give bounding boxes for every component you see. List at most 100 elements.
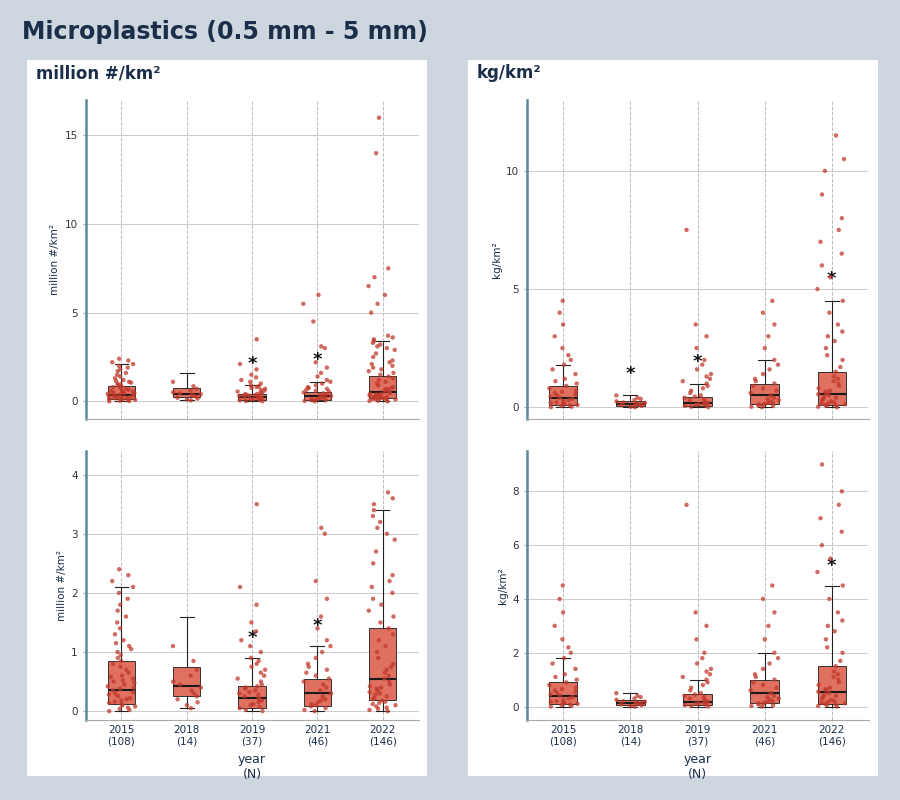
Point bbox=[126, 358, 140, 370]
Point bbox=[374, 598, 389, 611]
Point bbox=[366, 593, 381, 606]
Point bbox=[248, 684, 263, 697]
Point bbox=[318, 342, 332, 354]
Point bbox=[683, 692, 698, 705]
Point bbox=[556, 694, 571, 706]
Point bbox=[818, 431, 832, 444]
Point bbox=[232, 687, 247, 700]
Point bbox=[810, 566, 824, 578]
Point bbox=[363, 394, 377, 407]
Point bbox=[126, 390, 140, 402]
Point bbox=[102, 390, 116, 402]
Point bbox=[102, 688, 116, 701]
Point bbox=[251, 390, 266, 402]
Point bbox=[767, 391, 781, 404]
Point bbox=[831, 318, 845, 331]
Point bbox=[255, 694, 269, 707]
Point bbox=[382, 370, 396, 383]
Point bbox=[184, 702, 198, 714]
Point bbox=[234, 634, 248, 646]
Point bbox=[370, 646, 384, 658]
Point bbox=[119, 382, 133, 395]
Point bbox=[544, 695, 558, 708]
Point bbox=[683, 386, 698, 399]
Point bbox=[121, 593, 135, 606]
Point bbox=[238, 681, 253, 694]
Point bbox=[111, 651, 125, 664]
Point bbox=[568, 388, 582, 401]
Point bbox=[113, 363, 128, 376]
Point bbox=[697, 690, 711, 703]
Point bbox=[829, 399, 843, 412]
Point bbox=[832, 377, 846, 390]
Point bbox=[106, 675, 121, 688]
Point bbox=[824, 552, 838, 565]
Point bbox=[569, 682, 583, 694]
Point bbox=[373, 687, 387, 700]
Point bbox=[553, 306, 567, 319]
Point bbox=[369, 700, 383, 713]
Point bbox=[838, 398, 852, 410]
Point bbox=[699, 377, 714, 390]
PathPatch shape bbox=[369, 377, 396, 398]
Text: Microplastics (0.5 mm - 5 mm): Microplastics (0.5 mm - 5 mm) bbox=[22, 20, 428, 44]
Point bbox=[364, 306, 378, 319]
Point bbox=[314, 392, 328, 405]
Point bbox=[756, 593, 770, 606]
Point bbox=[704, 368, 718, 381]
Point bbox=[688, 390, 702, 403]
Point bbox=[254, 666, 268, 679]
Point bbox=[689, 342, 704, 354]
Point bbox=[106, 684, 121, 697]
PathPatch shape bbox=[683, 397, 712, 406]
Point bbox=[301, 381, 315, 394]
Point bbox=[761, 330, 776, 342]
Point bbox=[678, 699, 692, 712]
Point bbox=[829, 390, 843, 403]
Point bbox=[688, 318, 703, 331]
Point bbox=[388, 534, 402, 546]
Point bbox=[122, 354, 136, 367]
Point bbox=[544, 390, 558, 403]
Point bbox=[821, 397, 835, 410]
Point bbox=[549, 396, 563, 409]
Point bbox=[698, 395, 712, 408]
Point bbox=[835, 579, 850, 592]
Point bbox=[553, 593, 567, 606]
Point bbox=[251, 380, 266, 393]
Point bbox=[372, 634, 386, 646]
Point bbox=[688, 688, 702, 701]
Point bbox=[756, 368, 770, 381]
Point bbox=[819, 684, 833, 697]
Point bbox=[683, 684, 698, 697]
Point bbox=[818, 398, 832, 411]
Point bbox=[544, 401, 558, 414]
Point bbox=[631, 398, 645, 410]
Point bbox=[297, 394, 311, 407]
Point bbox=[380, 701, 394, 714]
Point bbox=[232, 394, 247, 406]
Point bbox=[609, 694, 624, 706]
PathPatch shape bbox=[616, 402, 644, 406]
Point bbox=[309, 379, 323, 392]
Point bbox=[571, 398, 585, 411]
Point bbox=[243, 375, 257, 388]
Point bbox=[238, 703, 253, 716]
Point bbox=[563, 354, 578, 366]
Point bbox=[257, 670, 272, 682]
Point bbox=[113, 598, 128, 611]
Point bbox=[369, 388, 383, 401]
Text: *: * bbox=[312, 351, 322, 369]
Point bbox=[694, 389, 708, 402]
Point bbox=[320, 593, 334, 606]
Point bbox=[824, 694, 839, 706]
Point bbox=[831, 606, 845, 619]
Point bbox=[609, 389, 624, 402]
Point bbox=[817, 390, 832, 403]
Point bbox=[254, 383, 268, 396]
Point bbox=[370, 684, 384, 697]
Point bbox=[624, 700, 638, 713]
Point bbox=[234, 374, 248, 386]
Point bbox=[102, 697, 116, 710]
Point bbox=[320, 663, 334, 676]
